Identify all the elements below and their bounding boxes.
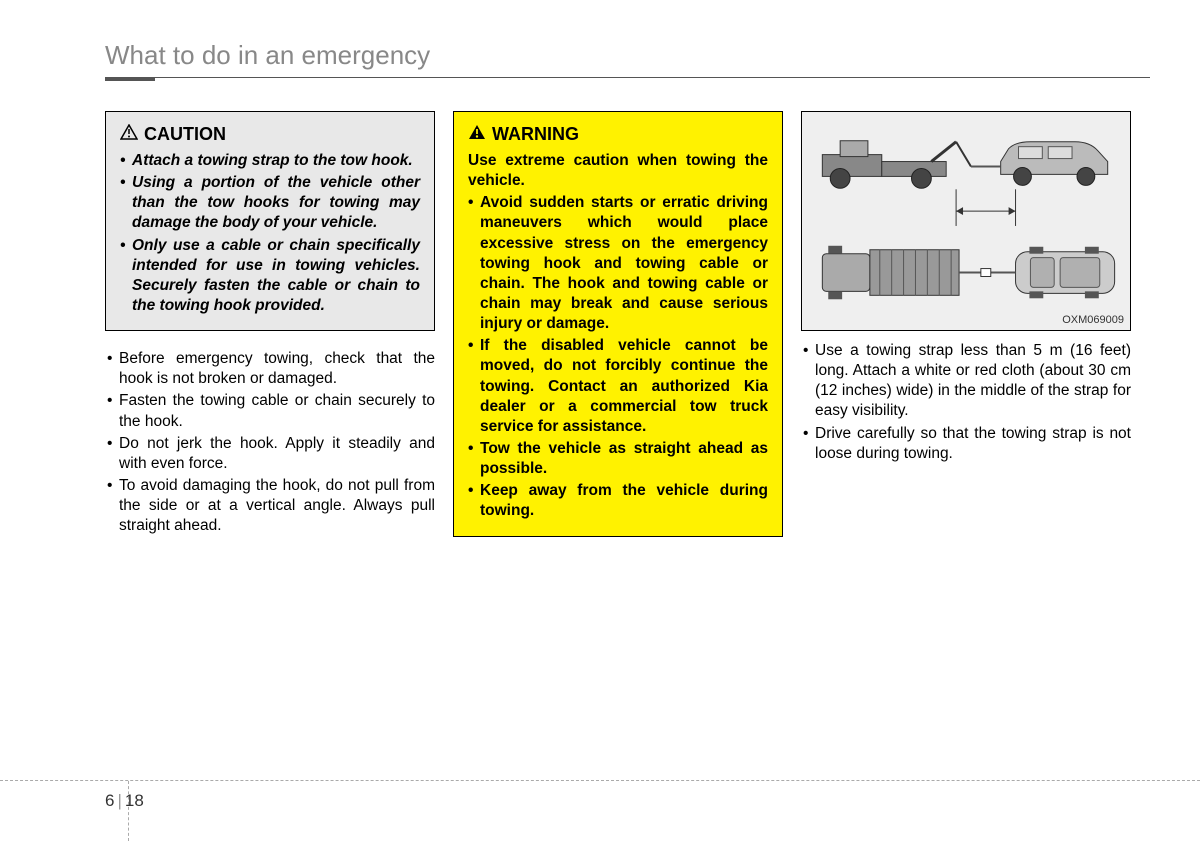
col1-body-list: Before emergency towing, check that the … [105,349,435,536]
list-item: Use a towing strap less than 5 m (16 fee… [801,341,1131,422]
warning-item: Tow the vehicle as straight ahead as pos… [468,439,768,479]
warning-item: Avoid sudden starts or erratic driving m… [468,193,768,334]
towing-diagram: OXM069009 [801,111,1131,331]
content-columns: CAUTION Attach a towing strap to the tow… [50,111,1150,538]
page-header: What to do in an emergency [50,40,1150,71]
column-2: WARNING Use extreme caution when towing … [453,111,783,538]
warning-item: Keep away from the vehicle during towing… [468,481,768,521]
list-item: Before emergency towing, check that the … [105,349,435,389]
warning-item: If the disabled vehicle cannot be moved,… [468,336,768,437]
warning-title: WARNING [468,124,768,145]
caution-icon [120,124,138,145]
page-rule-vertical [128,781,129,841]
header-rule [105,77,1150,81]
caution-title-text: CAUTION [144,124,226,145]
caution-title: CAUTION [120,124,420,145]
caution-box: CAUTION Attach a towing strap to the tow… [105,111,435,331]
page-num: 18 [125,791,144,810]
warning-list: Avoid sudden starts or erratic driving m… [468,193,768,521]
list-item: Do not jerk the hook. Apply it steadily … [105,434,435,474]
diagram-svg [802,112,1130,330]
warning-icon [468,124,486,145]
list-item: To avoid damaging the hook, do not pull … [105,476,435,536]
warning-intro: Use extreme caution when towing the vehi… [468,151,768,191]
warning-box: WARNING Use extreme caution when towing … [453,111,783,537]
page-number: 6|18 [105,791,144,811]
list-item: Drive carefully so that the towing strap… [801,424,1131,464]
caution-item: Only use a cable or chain specifically i… [120,236,420,317]
warning-title-text: WARNING [492,124,579,145]
caution-item: Using a portion of the vehicle other tha… [120,173,420,233]
caution-item: Attach a towing strap to the tow hook. [120,151,420,171]
column-3: OXM069009 Use a towing strap less than 5… [801,111,1131,538]
diagram-code: OXM069009 [1062,314,1124,326]
col3-body-list: Use a towing strap less than 5 m (16 fee… [801,341,1131,464]
caution-list: Attach a towing strap to the tow hook. U… [120,151,420,316]
page-section: 6 [105,791,114,810]
list-item: Fasten the towing cable or chain securel… [105,391,435,431]
page-rule-horizontal [0,780,1200,781]
column-1: CAUTION Attach a towing strap to the tow… [105,111,435,538]
